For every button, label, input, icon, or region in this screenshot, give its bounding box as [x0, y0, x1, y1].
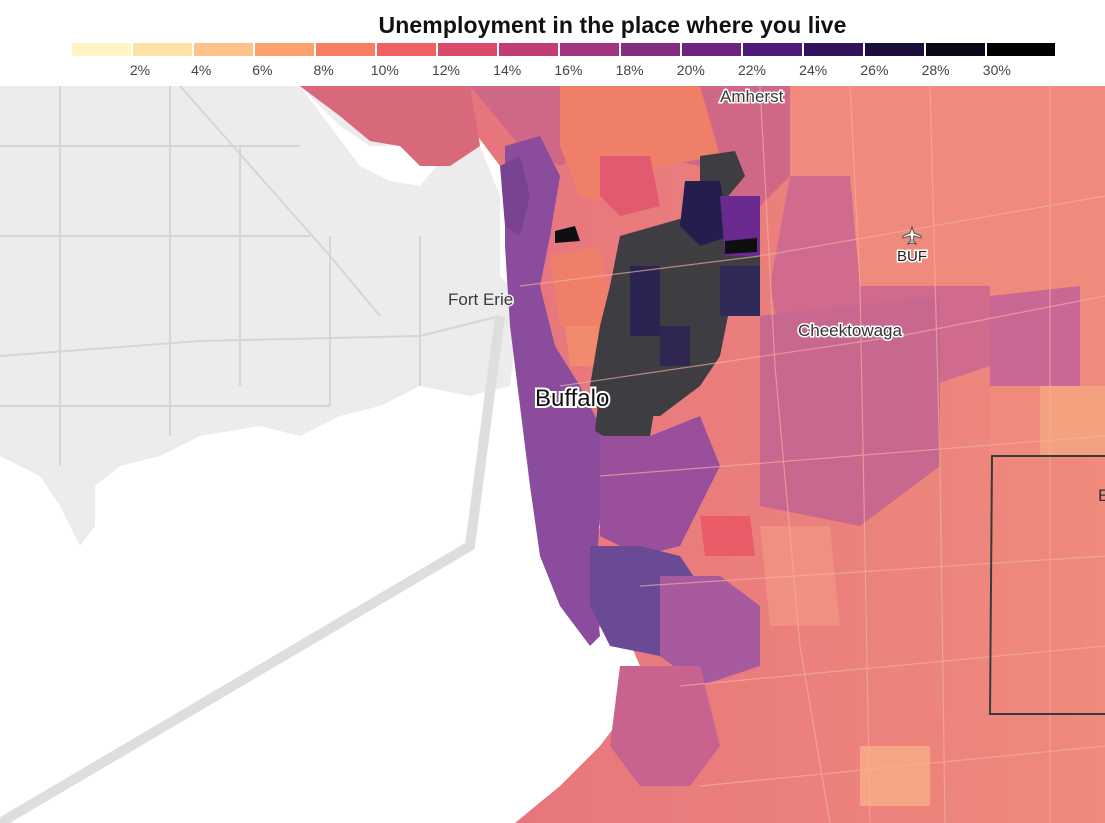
- tract-west-orange: [550, 246, 610, 326]
- legend-tick-label: 28%: [921, 62, 950, 78]
- map-canvas[interactable]: Amherst Fort Erie Cheektowaga Buffalo BU…: [0, 86, 1105, 823]
- legend-swatch: [316, 43, 377, 56]
- buffalo-label: Buffalo: [535, 385, 609, 412]
- legend-swatch: [621, 43, 682, 56]
- tract-black-2: [725, 238, 757, 254]
- tract-west-violet: [500, 156, 530, 236]
- legend-tick-label: 2%: [129, 62, 151, 78]
- legend-swatch: [72, 43, 133, 56]
- legend-tick-label: 30%: [982, 62, 1011, 78]
- legend-tick-label: 22%: [737, 62, 767, 78]
- legend-tick-label: 8%: [313, 62, 334, 78]
- tract-red-north: [600, 156, 660, 216]
- legend-swatch: [804, 43, 865, 56]
- legend-tick-labels: 2% 4% 6% 8% 10% 12% 14% 16% 18% 20% 22% 24% 26% 28% 30…: [0, 62, 1105, 82]
- tract-core-navy-3: [660, 326, 690, 366]
- canada-land: [0, 86, 520, 546]
- legend-swatch: [743, 43, 804, 56]
- legend-swatch: [133, 43, 194, 56]
- legend-swatch: [926, 43, 987, 56]
- tract-north-pink: [300, 86, 480, 166]
- tract-east-mauve: [990, 286, 1080, 386]
- tract-black-1: [555, 226, 580, 243]
- unemployment-map[interactable]: Amherst Fort Erie Cheektowaga Buffalo BU…: [0, 86, 1105, 823]
- legend-tick-label: 24%: [799, 62, 828, 78]
- tract-core-dark: [590, 206, 760, 416]
- amherst-label: Amherst: [720, 87, 784, 106]
- canada-roads: [0, 86, 501, 466]
- legend-swatch: [438, 43, 499, 56]
- fort-erie-label: Fort Erie: [448, 290, 513, 309]
- tract-west-purple: [505, 136, 610, 646]
- legend-tick-label: 14%: [493, 62, 522, 78]
- tract-south-mauve: [660, 576, 760, 686]
- highway-overlay: [0, 315, 505, 823]
- tract-red-spot: [700, 516, 755, 556]
- legend-color-scale: [72, 43, 1055, 56]
- airplane-icon: [902, 225, 922, 245]
- tract-downtown-dark: [595, 376, 655, 446]
- legend-swatch: [499, 43, 560, 56]
- legend-swatch: [987, 43, 1055, 56]
- tract-south-light: [860, 746, 930, 806]
- legend-tick-label: 12%: [431, 62, 461, 78]
- tract-core-deep-navy: [680, 181, 730, 246]
- legend-tick-label: 18%: [615, 62, 644, 78]
- legend-tick-label: 26%: [860, 62, 889, 78]
- county-border: [988, 455, 1105, 715]
- tract-core-navy: [630, 266, 660, 336]
- legend-swatch: [865, 43, 926, 56]
- legend-swatch: [194, 43, 255, 56]
- legend-swatch: [377, 43, 438, 56]
- legend-swatch: [255, 43, 316, 56]
- legend-tick-label: 4%: [191, 62, 212, 78]
- legend-tick-label: 10%: [370, 62, 399, 78]
- tract-south-pink: [610, 666, 720, 786]
- place-labels: Amherst Fort Erie Cheektowaga Buffalo BU…: [447, 86, 1105, 505]
- legend-tick-label: 6%: [252, 62, 273, 78]
- cheektowaga-label: Cheektowaga: [798, 321, 903, 340]
- edge-letter-label: E: [1098, 486, 1105, 505]
- legend-swatch: [682, 43, 743, 56]
- us-roads: [519, 86, 1105, 823]
- airport-label: BUF: [897, 248, 927, 265]
- legend-swatch: [560, 43, 621, 56]
- legend-title: Unemployment in the place where you live: [378, 12, 847, 38]
- tract-midtown-purple: [600, 416, 720, 556]
- legend-tick-label: 16%: [554, 62, 583, 78]
- tract-core-navy-2: [720, 266, 760, 316]
- tract-east-light: [1040, 386, 1105, 456]
- legend: Unemployment in the place where you live…: [0, 0, 1105, 86]
- legend-tick-label: 20%: [676, 62, 705, 78]
- tract-cheektowaga: [760, 296, 940, 526]
